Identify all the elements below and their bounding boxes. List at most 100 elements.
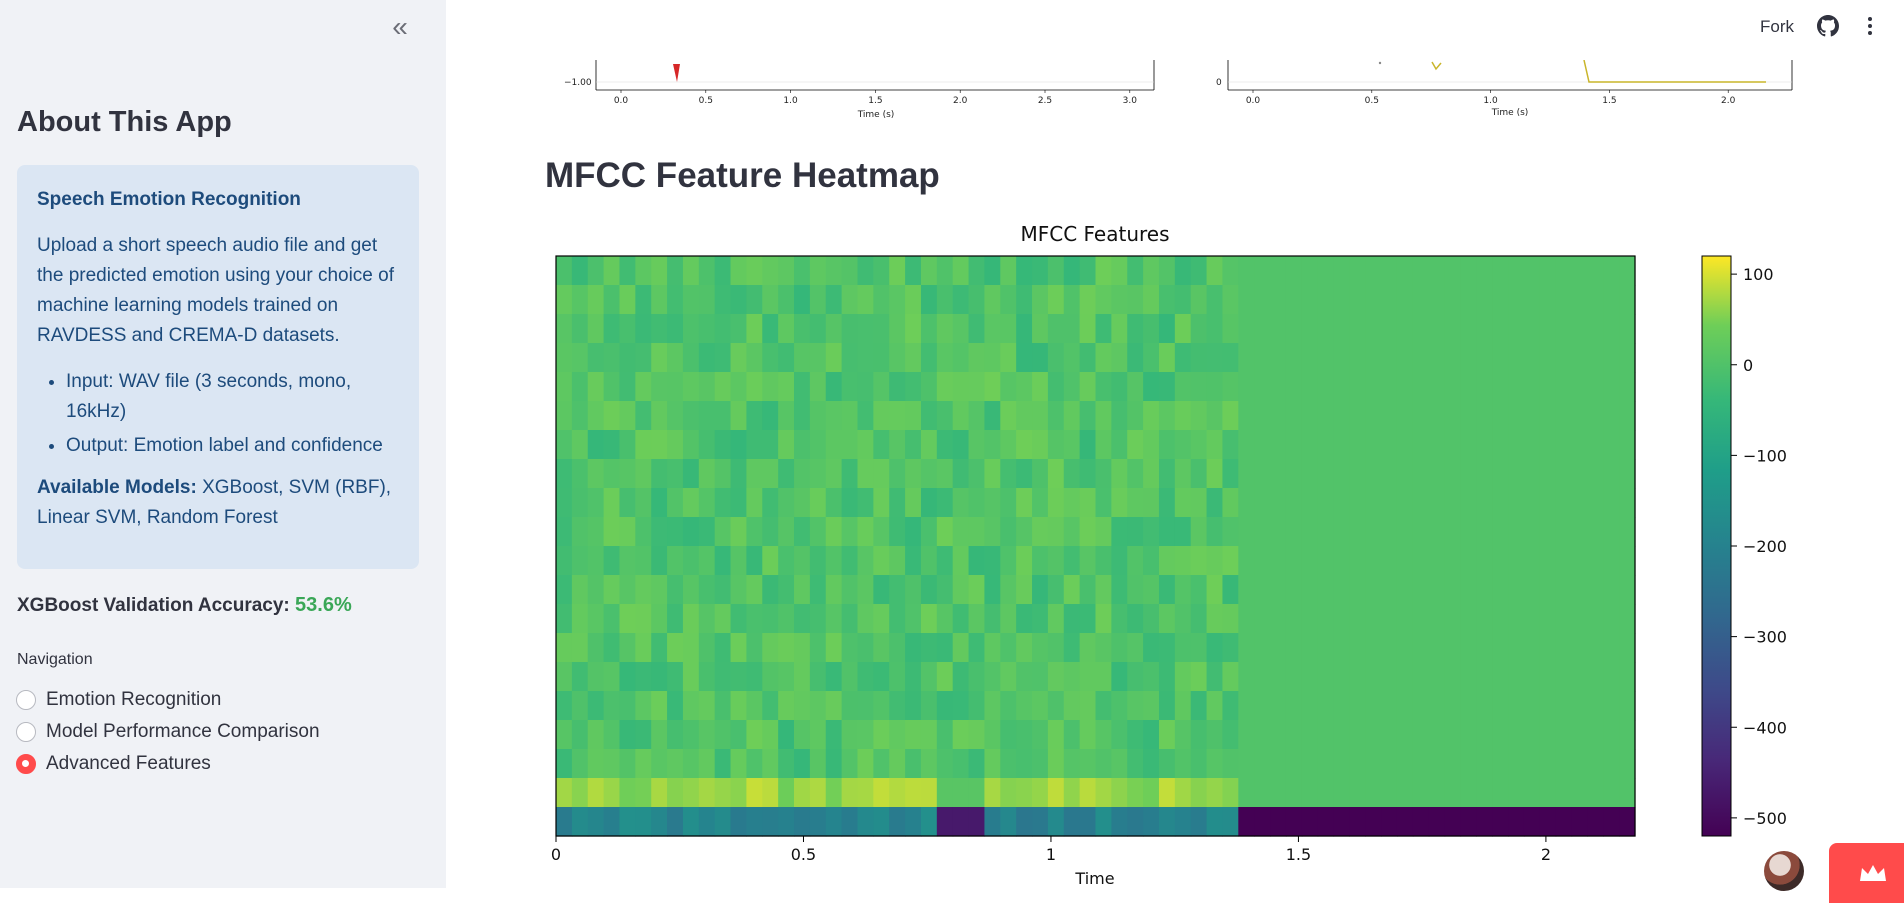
nav-option-advanced-features[interactable]: Advanced Features — [16, 748, 320, 780]
heatmap-cell — [920, 749, 938, 779]
heatmap-cell — [1381, 459, 1398, 489]
heatmap-cell — [889, 343, 906, 373]
heatmap-cell — [1508, 633, 1525, 663]
radio-unselected-icon[interactable] — [16, 722, 36, 742]
waveform-right: 0 0.0 0.5 1.0 1.5 2.0 Time (s) — [1216, 60, 1793, 118]
heatmap-cell — [936, 546, 954, 576]
kebab-menu-icon[interactable] — [1864, 14, 1876, 38]
heatmap-cell — [682, 575, 700, 605]
heatmap-cell — [1190, 807, 1208, 837]
heatmap-cell — [1619, 314, 1636, 344]
heatmap-cell — [1127, 546, 1144, 576]
heatmap-cell — [730, 430, 748, 460]
heatmap-cell — [1317, 662, 1335, 692]
radio-unselected-icon[interactable] — [16, 690, 36, 710]
heatmap-cell — [1301, 720, 1319, 750]
heatmap-cell — [952, 749, 970, 779]
heatmap-cell — [1619, 807, 1636, 837]
nav-option-model-performance[interactable]: Model Performance Comparison — [16, 716, 320, 748]
streamlit-badge[interactable] — [1829, 843, 1904, 903]
heatmap-cell — [952, 459, 970, 489]
heatmap-cell — [556, 604, 573, 634]
heatmap-cell — [1238, 285, 1255, 315]
heatmap-cell — [1158, 575, 1176, 605]
info-bullet-input: Input: WAV file (3 seconds, mono, 16kHz) — [66, 367, 399, 427]
heatmap-cell — [1412, 749, 1430, 779]
heatmap-cell — [1412, 604, 1430, 634]
heatmap-cell — [1301, 430, 1319, 460]
accuracy-value: 53.6% — [295, 594, 352, 616]
heatmap-cell — [730, 459, 748, 489]
heatmap-cell — [1079, 488, 1097, 518]
heatmap-cell — [1206, 285, 1224, 315]
heatmap-cell — [968, 546, 986, 576]
models-value: XGBoost, SVM (RBF), Linear SVM, Random F… — [37, 477, 392, 528]
heatmap-cell — [682, 778, 700, 808]
heatmap-cell — [746, 575, 763, 605]
heatmap-cell — [1603, 517, 1620, 547]
heatmap-cell — [556, 343, 573, 373]
heatmap-cell — [1619, 256, 1636, 286]
heatmap-cell — [1396, 430, 1414, 460]
user-avatar[interactable] — [1764, 851, 1804, 891]
heatmap-cell — [1032, 314, 1049, 344]
heatmap-cell — [1301, 749, 1319, 779]
github-icon[interactable] — [1817, 15, 1839, 37]
heatmap-cell — [635, 720, 652, 750]
heatmap-cell — [1523, 488, 1541, 518]
heatmap-cell — [1032, 256, 1049, 286]
heatmap-cell — [857, 662, 874, 692]
heatmap-cell — [1396, 372, 1414, 402]
heatmap-cell — [1301, 256, 1319, 286]
heatmap-cell — [857, 343, 874, 373]
heatmap-cell — [1571, 459, 1588, 489]
heatmap-cell — [587, 314, 605, 344]
heatmap-cell — [857, 430, 874, 460]
heatmap-cell — [825, 575, 843, 605]
heatmap-cell — [1270, 256, 1287, 286]
heatmap-cell — [889, 459, 906, 489]
heatmap-cell — [1396, 314, 1414, 344]
nav-option-emotion-recognition[interactable]: Emotion Recognition — [16, 684, 320, 716]
heatmap-cell — [1460, 662, 1477, 692]
heatmap-cell — [889, 778, 906, 808]
heatmap-cell — [667, 720, 684, 750]
heatmap-cell — [619, 662, 636, 692]
heatmap-cell — [794, 285, 811, 315]
heatmap-cell — [1158, 749, 1176, 779]
heatmap-cell — [1301, 546, 1319, 576]
heatmap-cell — [556, 720, 573, 750]
navigation-radio-group: Emotion Recognition Model Performance Co… — [16, 684, 320, 780]
heatmap-cell — [1047, 575, 1065, 605]
heatmap-cell — [1317, 343, 1335, 373]
heatmap-cell — [889, 401, 906, 431]
heatmap-cell — [873, 691, 890, 721]
heatmap-cell — [1539, 343, 1557, 373]
heatmap-cell — [698, 372, 716, 402]
heatmap-cell — [1047, 778, 1065, 808]
heatmap-cell — [936, 604, 954, 634]
radio-selected-icon[interactable] — [16, 754, 36, 774]
heatmap-cell — [1127, 517, 1144, 547]
heatmap-cell — [714, 662, 732, 692]
heatmap-cell — [1603, 488, 1620, 518]
heatmap-cell — [1460, 604, 1477, 634]
heatmap-cell — [1301, 285, 1319, 315]
heatmap-cell — [1349, 459, 1366, 489]
heatmap-cell — [1254, 691, 1271, 721]
heatmap-cell — [778, 546, 795, 576]
heatmap-cell — [1317, 749, 1335, 779]
heatmap-cell — [1174, 691, 1192, 721]
fork-button[interactable]: Fork — [1760, 17, 1794, 36]
heatmap-cell — [714, 517, 732, 547]
collapse-sidebar-icon[interactable]: « — [392, 11, 408, 42]
heatmap-cell — [1000, 633, 1017, 663]
heatmap-cell — [571, 720, 589, 750]
heatmap-cell — [1174, 401, 1192, 431]
heatmap-cell — [1365, 459, 1382, 489]
heatmap-cell — [746, 662, 763, 692]
heatmap-cell — [714, 430, 732, 460]
heatmap-cell — [1349, 604, 1366, 634]
heatmap-cell — [1396, 459, 1414, 489]
heatmap-cell — [873, 285, 890, 315]
